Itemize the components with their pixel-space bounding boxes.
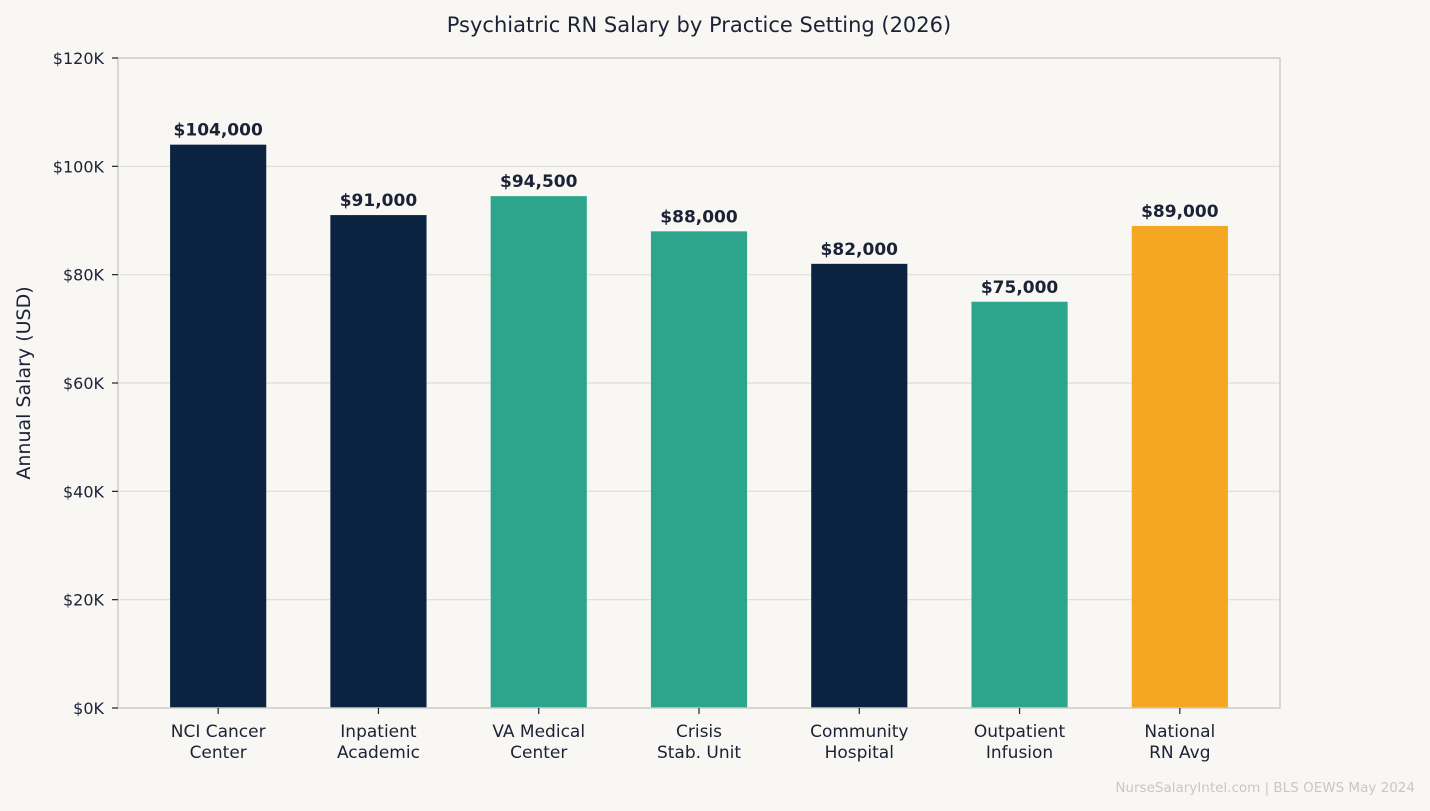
chart-title: Psychiatric RN Salary by Practice Settin… bbox=[447, 13, 951, 37]
bar-value-label: $75,000 bbox=[981, 278, 1059, 298]
x-tick-label: Outpatient bbox=[974, 722, 1066, 742]
x-tick-label: Center bbox=[190, 743, 247, 763]
y-axis-ticks: $0K $20K $40K $60K $80K $100K $120K bbox=[53, 49, 118, 718]
bar bbox=[1131, 225, 1228, 708]
y-tick-label: $100K bbox=[53, 157, 105, 176]
bar bbox=[170, 144, 267, 708]
y-axis-label: Annual Salary (USD) bbox=[13, 286, 35, 479]
bar-value-label: $89,000 bbox=[1141, 202, 1219, 222]
bar-value-label: $88,000 bbox=[660, 207, 738, 227]
watermark: NurseSalaryIntel.com | BLS OEWS May 2024 bbox=[1115, 780, 1415, 796]
bar bbox=[490, 196, 587, 708]
y-tick-label: $60K bbox=[63, 374, 105, 393]
y-tick-label: $80K bbox=[63, 266, 105, 285]
bar bbox=[971, 301, 1068, 708]
x-tick-label: Center bbox=[510, 743, 567, 763]
x-tick-label: Academic bbox=[337, 743, 420, 763]
y-tick-label: $0K bbox=[73, 699, 104, 718]
y-tick-label: $20K bbox=[63, 591, 105, 610]
x-tick-label: Inpatient bbox=[340, 722, 417, 742]
x-tick-label: National bbox=[1144, 722, 1215, 742]
x-tick-label: VA Medical bbox=[492, 722, 585, 742]
x-tick-label: Infusion bbox=[986, 743, 1053, 763]
bar-value-label: $94,500 bbox=[500, 172, 578, 192]
x-tick-label: RN Avg bbox=[1149, 743, 1210, 763]
bar bbox=[330, 215, 427, 709]
x-tick-label: Hospital bbox=[825, 743, 894, 763]
bar-value-label: $91,000 bbox=[340, 191, 418, 211]
bar-value-label: $104,000 bbox=[174, 121, 263, 141]
bars bbox=[170, 144, 1228, 709]
bar bbox=[811, 263, 908, 708]
x-tick-label: NCI Cancer bbox=[171, 722, 266, 742]
bar bbox=[650, 231, 748, 709]
y-tick-label: $120K bbox=[53, 49, 105, 68]
x-tick-label: Crisis bbox=[676, 722, 722, 742]
x-tick-label: Stab. Unit bbox=[657, 743, 741, 763]
value-labels: $104,000 $91,000 $94,500 $88,000 $82,000 $75,… bbox=[174, 121, 1219, 298]
y-tick-label: $40K bbox=[63, 482, 105, 501]
bar-value-label: $82,000 bbox=[821, 240, 899, 260]
x-tick-label: Community bbox=[810, 722, 908, 742]
